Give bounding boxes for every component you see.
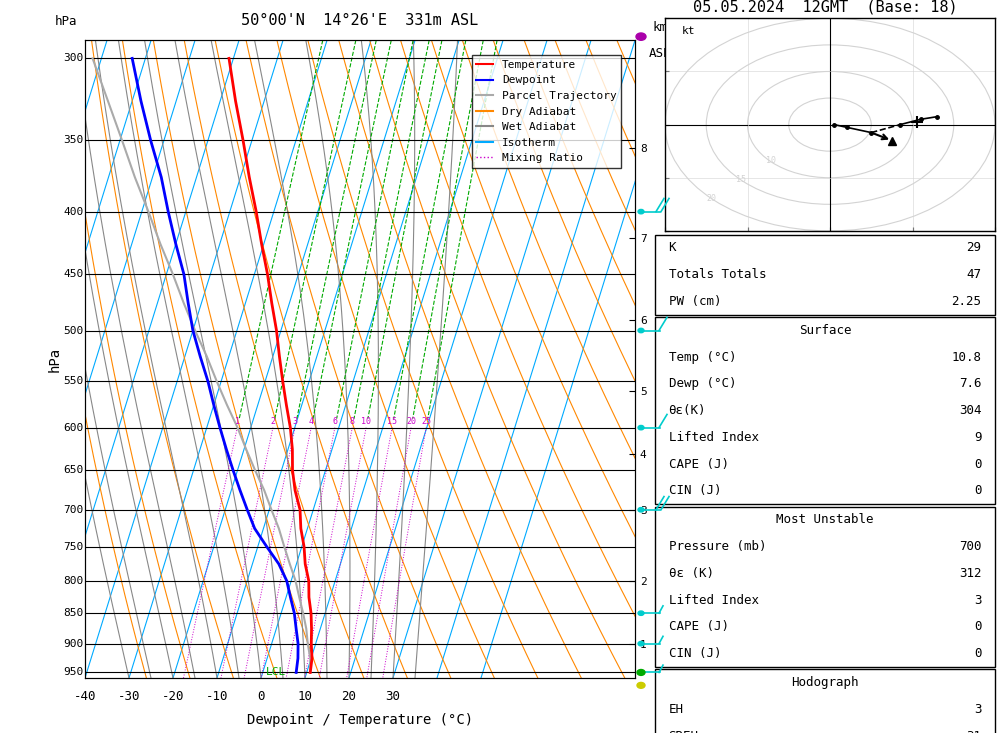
Text: ASL: ASL	[648, 47, 671, 59]
Text: 25: 25	[421, 417, 431, 426]
Text: Lifted Index: Lifted Index	[669, 594, 759, 607]
Text: 312: 312	[959, 567, 981, 580]
Text: 1: 1	[235, 417, 240, 426]
Text: 700: 700	[63, 505, 83, 515]
Text: 950: 950	[63, 668, 83, 677]
Text: 300: 300	[63, 54, 83, 63]
Text: 20: 20	[706, 194, 716, 203]
Text: 10: 10	[298, 690, 312, 702]
Text: 30: 30	[386, 690, 400, 702]
Text: PW (cm): PW (cm)	[669, 295, 721, 308]
Text: hPa: hPa	[48, 347, 62, 372]
Text: 2.25: 2.25	[951, 295, 981, 308]
Text: Most Unstable: Most Unstable	[776, 513, 874, 526]
Text: 900: 900	[63, 638, 83, 649]
Text: EH: EH	[669, 703, 684, 716]
Text: 350: 350	[63, 136, 83, 145]
Text: 31: 31	[966, 729, 981, 733]
Text: θε (K): θε (K)	[669, 567, 714, 580]
Text: Surface: Surface	[799, 324, 851, 337]
Text: 15: 15	[387, 417, 397, 426]
Text: 0: 0	[974, 485, 981, 498]
Text: -30: -30	[118, 690, 140, 702]
Text: CAPE (J): CAPE (J)	[669, 457, 729, 471]
Text: Totals Totals: Totals Totals	[669, 268, 766, 281]
Text: 0: 0	[974, 647, 981, 660]
Text: Hodograph: Hodograph	[791, 676, 859, 689]
Text: 15: 15	[736, 175, 746, 184]
Text: CAPE (J): CAPE (J)	[669, 620, 729, 633]
Text: CIN (J): CIN (J)	[669, 647, 721, 660]
Text: 10: 10	[766, 156, 776, 165]
Legend: Temperature, Dewpoint, Parcel Trajectory, Dry Adiabat, Wet Adiabat, Isotherm, Mi: Temperature, Dewpoint, Parcel Trajectory…	[472, 56, 621, 168]
Text: 3: 3	[974, 594, 981, 607]
Text: 800: 800	[63, 576, 83, 586]
Text: 20: 20	[342, 690, 356, 702]
Text: 20: 20	[406, 417, 416, 426]
Text: 10.8: 10.8	[951, 350, 981, 364]
Text: 3: 3	[974, 703, 981, 716]
Text: SREH: SREH	[669, 729, 699, 733]
Text: 500: 500	[63, 325, 83, 336]
Text: 600: 600	[63, 423, 83, 432]
Text: 0: 0	[974, 620, 981, 633]
Text: 7.6: 7.6	[959, 377, 981, 391]
Text: Dewpoint / Temperature (°C): Dewpoint / Temperature (°C)	[247, 713, 473, 727]
Text: Dewp (°C): Dewp (°C)	[669, 377, 736, 391]
Text: 4: 4	[309, 417, 314, 426]
Text: 05.05.2024  12GMT  (Base: 18): 05.05.2024 12GMT (Base: 18)	[693, 0, 957, 15]
Text: LCL: LCL	[266, 668, 286, 677]
Text: 550: 550	[63, 376, 83, 386]
Text: 2: 2	[270, 417, 275, 426]
Text: -20: -20	[162, 690, 184, 702]
Text: 3: 3	[292, 417, 297, 426]
Text: 0: 0	[257, 690, 265, 702]
Text: 10: 10	[361, 417, 371, 426]
Text: 700: 700	[959, 540, 981, 553]
Text: 6: 6	[332, 417, 337, 426]
Text: 400: 400	[63, 207, 83, 217]
Text: 850: 850	[63, 608, 83, 618]
Text: km: km	[652, 21, 667, 34]
Text: CIN (J): CIN (J)	[669, 485, 721, 498]
Text: hPa: hPa	[55, 15, 77, 28]
Text: 0: 0	[974, 457, 981, 471]
Text: 304: 304	[959, 404, 981, 417]
Text: Temp (°C): Temp (°C)	[669, 350, 736, 364]
Text: Mixing Ratio (g/kg): Mixing Ratio (g/kg)	[696, 295, 706, 423]
Text: θε(K): θε(K)	[669, 404, 706, 417]
Text: 29: 29	[966, 241, 981, 254]
Text: -40: -40	[74, 690, 96, 702]
Text: 50°00'N  14°26'E  331m ASL: 50°00'N 14°26'E 331m ASL	[241, 12, 479, 28]
Text: Pressure (mb): Pressure (mb)	[669, 540, 766, 553]
Text: Lifted Index: Lifted Index	[669, 431, 759, 444]
Text: -10: -10	[206, 690, 228, 702]
Text: 750: 750	[63, 542, 83, 551]
Text: 450: 450	[63, 270, 83, 279]
Text: 47: 47	[966, 268, 981, 281]
Text: 650: 650	[63, 465, 83, 475]
Text: kt: kt	[682, 26, 695, 36]
Text: 9: 9	[974, 431, 981, 444]
Text: 8: 8	[350, 417, 355, 426]
Text: K: K	[669, 241, 676, 254]
